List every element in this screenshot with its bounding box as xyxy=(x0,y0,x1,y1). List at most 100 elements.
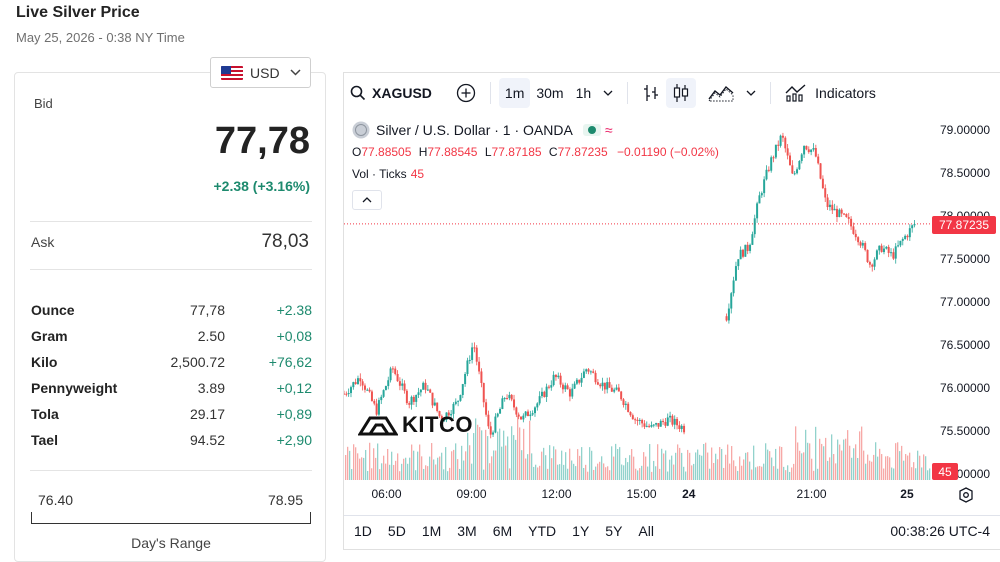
range-all[interactable]: All xyxy=(638,522,654,539)
interval-1h[interactable]: 1h xyxy=(575,85,592,101)
candle xyxy=(398,381,401,386)
volume-bar xyxy=(771,457,773,480)
range-5d[interactable]: 5D xyxy=(387,522,406,539)
price-chart[interactable] xyxy=(344,114,932,484)
volume-bar xyxy=(377,443,379,480)
candle xyxy=(426,389,429,391)
range-1y[interactable]: 1Y xyxy=(572,522,590,539)
bid-value: 77,78 xyxy=(214,120,310,162)
candle xyxy=(422,382,425,390)
candle xyxy=(899,240,902,246)
range-6m[interactable]: 6M xyxy=(492,522,513,539)
volume-bar xyxy=(849,445,851,480)
chart-clock[interactable]: 00:38:26 UTC-4 xyxy=(890,522,990,539)
candle xyxy=(489,426,492,435)
volume-bar xyxy=(449,467,451,480)
volume-bar xyxy=(751,469,753,480)
volume-bar xyxy=(811,458,813,480)
volume-bar xyxy=(349,450,351,480)
volume-bar xyxy=(595,466,597,480)
volume-bar xyxy=(887,456,889,480)
volume-bar xyxy=(599,461,601,480)
volume-bar xyxy=(851,457,853,480)
volume-bar xyxy=(897,442,899,480)
time-axis[interactable]: 06:00 09:00 12:00 15:00 24 21:00 25 xyxy=(344,484,932,504)
chevron-down-icon xyxy=(603,90,613,96)
volume-bar xyxy=(473,433,475,480)
volume-bar xyxy=(497,431,499,480)
candle xyxy=(580,377,583,383)
time-axis-tick: 12:00 xyxy=(541,487,572,501)
volume-bar xyxy=(557,464,559,480)
time-axis-tick: 25 xyxy=(900,487,914,501)
range-1m[interactable]: 1M xyxy=(421,522,442,539)
volume-bar xyxy=(781,446,783,480)
candles-button[interactable] xyxy=(666,78,697,108)
last-price-tag: 77.87235 xyxy=(932,216,996,234)
chart-type-menu[interactable] xyxy=(740,78,762,108)
candle xyxy=(480,371,483,383)
candle xyxy=(760,193,763,196)
interval-menu[interactable] xyxy=(597,78,619,108)
volume-bar xyxy=(351,469,353,480)
candle xyxy=(492,432,495,435)
candle xyxy=(732,280,735,294)
volume-bar xyxy=(431,443,433,480)
table-row: Tael 94.52 +2,90 xyxy=(31,432,312,448)
settings-gear-icon[interactable] xyxy=(956,486,976,504)
candle xyxy=(403,383,406,391)
indicators-button[interactable]: Indicators xyxy=(779,78,882,108)
candle xyxy=(676,418,679,426)
candle xyxy=(868,262,871,265)
volume-bar xyxy=(733,460,735,480)
volume-bar xyxy=(495,450,497,480)
area-chart-button[interactable] xyxy=(702,78,740,108)
volume-bar xyxy=(675,452,677,480)
volume-bar xyxy=(731,446,733,480)
volume-bar xyxy=(711,447,713,480)
candle xyxy=(911,225,914,229)
volume-bar xyxy=(741,465,743,480)
bid-change: +2.38 (+3.16%) xyxy=(213,178,310,194)
range-5y[interactable]: 5Y xyxy=(605,522,623,539)
range-3m[interactable]: 3M xyxy=(457,522,477,539)
volume-bar xyxy=(505,445,507,480)
symbol-search[interactable]: XAGUSD xyxy=(344,78,438,108)
interval-1m[interactable]: 1m xyxy=(498,78,531,108)
candle xyxy=(405,390,408,404)
ohlc-legend: O77.88505 H77.88545 L77.87185 C77.87235 … xyxy=(352,145,719,159)
day-range-high: 78.95 xyxy=(267,492,303,508)
candle xyxy=(634,419,637,421)
volume-bar xyxy=(913,462,915,480)
compare-button[interactable] xyxy=(450,78,482,108)
volume-bar xyxy=(827,460,829,480)
candle xyxy=(433,402,436,406)
collapse-legend-button[interactable] xyxy=(352,190,382,210)
volume-bar xyxy=(441,452,443,480)
volume-bar xyxy=(789,471,791,480)
volume-bar xyxy=(641,465,643,480)
range-1d[interactable]: 1D xyxy=(354,522,372,539)
price-axis[interactable]: 79.0000078.5000078.0000077.5000077.00000… xyxy=(932,118,1000,488)
volume-bar xyxy=(891,467,893,480)
bar-style-button[interactable] xyxy=(636,78,666,108)
interval-30m[interactable]: 30m xyxy=(536,85,564,101)
candle xyxy=(788,155,791,166)
price-axis-tick: 78.50000 xyxy=(940,165,991,180)
volume-bar xyxy=(835,463,837,480)
volume-bar xyxy=(745,452,747,480)
candle xyxy=(538,396,541,404)
candle xyxy=(424,382,427,390)
search-icon xyxy=(350,85,366,101)
volume-bar xyxy=(627,462,629,480)
range-ytd[interactable]: YTD xyxy=(528,522,557,539)
candle xyxy=(361,381,364,386)
volume-bar xyxy=(453,449,455,480)
volume-bar xyxy=(737,470,739,480)
candle xyxy=(391,368,394,370)
volume-bar xyxy=(353,444,355,480)
candle xyxy=(506,398,509,400)
currency-selector[interactable]: USD xyxy=(210,57,311,88)
candle xyxy=(431,392,434,406)
candle xyxy=(828,204,831,208)
